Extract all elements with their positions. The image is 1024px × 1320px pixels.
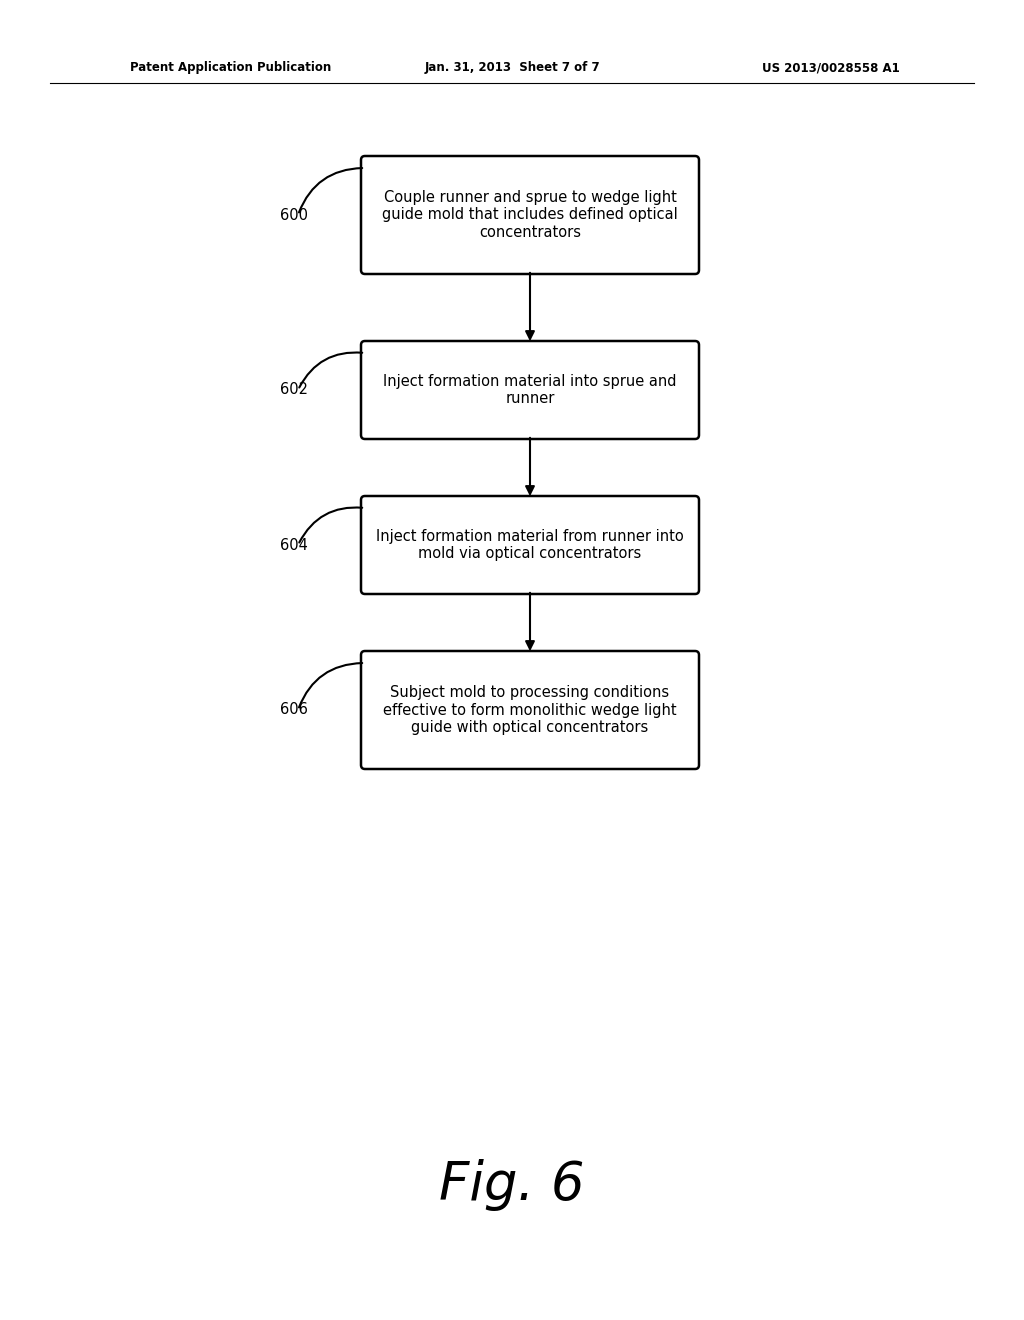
Text: Jan. 31, 2013  Sheet 7 of 7: Jan. 31, 2013 Sheet 7 of 7 bbox=[424, 62, 600, 74]
Text: Couple runner and sprue to wedge light
guide mold that includes defined optical
: Couple runner and sprue to wedge light g… bbox=[382, 190, 678, 240]
Text: Subject mold to processing conditions
effective to form monolithic wedge light
g: Subject mold to processing conditions ef… bbox=[383, 685, 677, 735]
Text: 600: 600 bbox=[280, 207, 308, 223]
Text: Inject formation material from runner into
mold via optical concentrators: Inject formation material from runner in… bbox=[376, 529, 684, 561]
FancyBboxPatch shape bbox=[361, 651, 699, 770]
Text: 604: 604 bbox=[280, 537, 308, 553]
Text: US 2013/0028558 A1: US 2013/0028558 A1 bbox=[762, 62, 900, 74]
Text: Inject formation material into sprue and
runner: Inject formation material into sprue and… bbox=[383, 374, 677, 407]
FancyBboxPatch shape bbox=[361, 341, 699, 440]
Text: 602: 602 bbox=[280, 383, 308, 397]
Text: Fig. 6: Fig. 6 bbox=[439, 1159, 585, 1210]
FancyBboxPatch shape bbox=[361, 156, 699, 275]
Text: Patent Application Publication: Patent Application Publication bbox=[130, 62, 331, 74]
Text: 606: 606 bbox=[280, 702, 308, 718]
FancyBboxPatch shape bbox=[361, 496, 699, 594]
